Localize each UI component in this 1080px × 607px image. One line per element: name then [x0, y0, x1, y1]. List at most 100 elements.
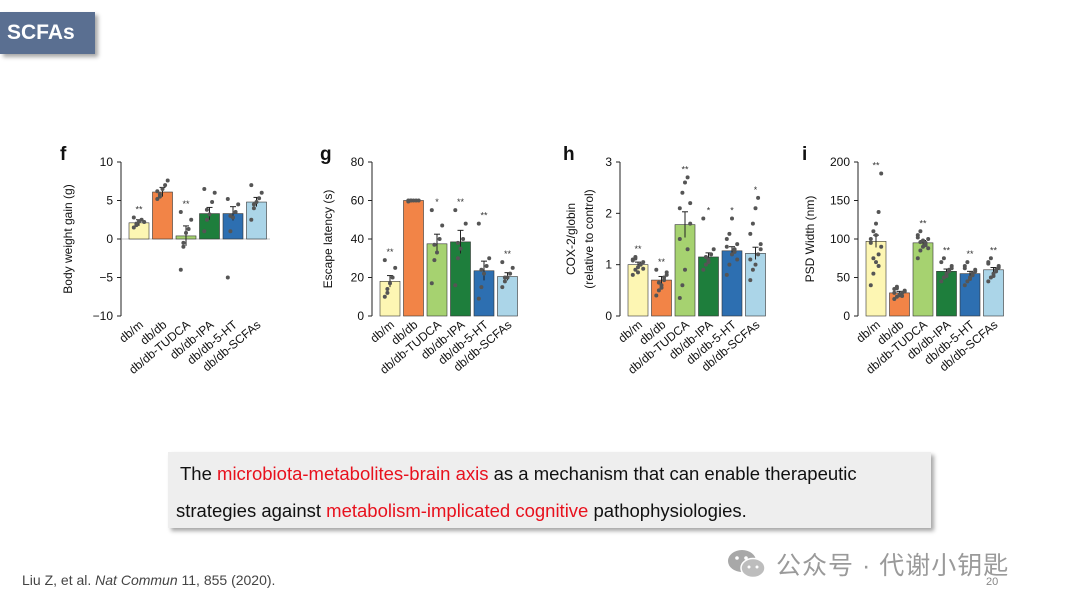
bar [426, 243, 448, 317]
data-point [758, 247, 763, 252]
data-point [251, 206, 256, 211]
bar [865, 241, 887, 317]
data-point [437, 237, 442, 241]
data-point [944, 273, 949, 278]
data-point [236, 202, 241, 207]
significance-marker: * [435, 197, 439, 207]
panel-label: f [60, 144, 67, 165]
callout-text: The [180, 463, 218, 484]
data-point [259, 190, 264, 195]
significance-marker: ** [966, 249, 974, 259]
data-point [748, 257, 753, 262]
data-point [970, 273, 975, 278]
data-point [947, 269, 952, 274]
data-point [892, 290, 897, 295]
data-point [636, 265, 640, 270]
data-point [926, 237, 931, 241]
data-point [703, 262, 708, 267]
data-point [724, 244, 729, 249]
data-point [871, 256, 876, 261]
data-point [656, 280, 661, 285]
data-point [688, 201, 693, 206]
data-point [393, 265, 398, 270]
y-axis-title: PSD Width (nm) [803, 196, 817, 283]
data-point [900, 293, 905, 298]
data-point [748, 231, 753, 236]
data-point [874, 221, 878, 226]
significance-marker: ** [658, 257, 666, 267]
significance-marker: ** [681, 164, 689, 174]
y-tick-label: 0 [605, 309, 612, 323]
data-point [641, 260, 646, 265]
data-point [157, 194, 162, 199]
data-point [155, 189, 160, 194]
data-point [654, 267, 659, 272]
data-point [160, 186, 165, 191]
data-point [659, 285, 664, 290]
data-point [184, 230, 188, 235]
data-point [641, 266, 646, 271]
data-point [680, 283, 685, 288]
wechat-icon [728, 550, 766, 579]
data-point [249, 183, 254, 188]
data-point [636, 270, 640, 275]
data-point [991, 273, 996, 278]
summary-callout: The microbiota-metabolites-brain axis as… [168, 452, 931, 528]
callout-highlight: microbiota-metabolites-brain axis [217, 463, 489, 484]
data-point [902, 288, 907, 293]
data-point [996, 265, 1001, 270]
data-point [257, 196, 262, 201]
data-point [207, 212, 212, 217]
data-point [408, 198, 413, 203]
data-point [894, 286, 899, 291]
data-point [706, 260, 711, 265]
y-axis-title: COX-2/globin [564, 203, 578, 275]
data-point [484, 263, 489, 268]
significance-marker: ** [480, 211, 488, 221]
data-point [750, 221, 755, 226]
significance-marker: ** [457, 197, 465, 207]
y-tick-label: 3 [605, 155, 612, 169]
data-point [753, 206, 758, 211]
y-tick-label: 40 [351, 232, 365, 246]
data-point [724, 272, 729, 277]
data-point [656, 288, 661, 293]
data-point [915, 235, 920, 240]
y-tick-label: 10 [100, 155, 114, 169]
y-tick-label: −10 [93, 309, 114, 323]
data-point [633, 256, 638, 261]
data-point [510, 265, 515, 270]
data-point [735, 242, 740, 247]
data-point [163, 183, 168, 188]
data-point [134, 223, 139, 228]
data-point [654, 293, 659, 298]
data-point [876, 263, 881, 268]
data-point [453, 283, 458, 288]
data-point [390, 275, 395, 280]
data-point [685, 175, 690, 180]
data-point [918, 229, 923, 234]
data-point [429, 208, 434, 213]
significance-marker: ** [872, 161, 880, 171]
data-point [962, 283, 967, 288]
y-tick-label: 2 [605, 206, 612, 220]
y-axis-title: (relative to control) [582, 189, 596, 288]
data-point [868, 240, 873, 245]
data-point [178, 267, 183, 272]
data-point [962, 266, 967, 271]
data-point [416, 198, 421, 203]
significance-marker: ** [919, 218, 927, 228]
data-point [202, 229, 207, 234]
data-point [487, 256, 492, 261]
data-point [429, 281, 434, 286]
data-point [181, 244, 186, 249]
data-point [633, 267, 638, 272]
y-tick-label: 100 [830, 232, 850, 246]
data-point [664, 270, 669, 275]
panel-label: i [802, 144, 807, 165]
significance-marker: ** [182, 199, 190, 209]
data-point [385, 287, 390, 292]
data-point [455, 256, 460, 261]
data-point [730, 252, 734, 257]
data-point [727, 231, 732, 236]
